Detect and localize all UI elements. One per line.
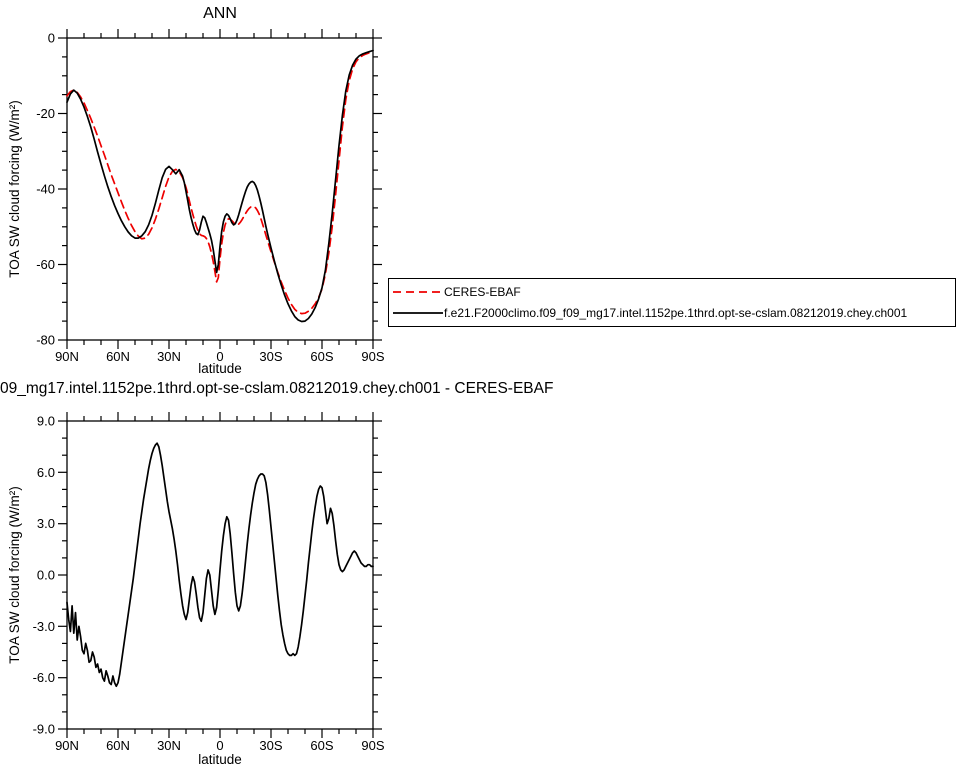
svg-text:-3.0: -3.0 [33, 619, 55, 634]
svg-text:30N: 30N [157, 349, 181, 364]
svg-text:90S: 90S [361, 738, 384, 753]
svg-text:90N: 90N [55, 349, 79, 364]
svg-text:-40: -40 [36, 182, 55, 197]
svg-text:6.0: 6.0 [37, 465, 55, 480]
top-chart-title: ANN [203, 5, 237, 22]
svg-text:-9.0: -9.0 [33, 722, 55, 737]
svg-text:-20: -20 [36, 106, 55, 121]
svg-text:30S: 30S [259, 738, 282, 753]
top-x-axis-label: latitude [198, 361, 242, 376]
bottom-y-axis-label: TOA SW cloud forcing (W/m²) [7, 486, 22, 664]
legend-entry-model-run: f.e21.F2000climo.f09_f09_mg17.intel.1152… [393, 306, 955, 320]
legend-line-sample-dashed-icon [393, 291, 443, 294]
top-y-axis-label: TOA SW cloud forcing (W/m²) [7, 100, 22, 278]
bottom-x-axis-label: latitude [198, 752, 242, 767]
svg-text:9.0: 9.0 [37, 414, 55, 429]
bottom-chart-title: 09_mg17.intel.1152pe.1thrd.opt-se-cslam.… [0, 380, 554, 397]
legend: CERES-EBAF f.e21.F2000climo.f09_f09_mg17… [388, 278, 956, 327]
svg-text:-6.0: -6.0 [33, 670, 55, 685]
svg-text:60N: 60N [106, 738, 130, 753]
toa-swcf-diff-plot: 90N 60N 30N 0 30S 60S 90S 9.0 6.0 3.0 0.0 -3.0 -6.0 -… [33, 412, 385, 753]
legend-line-sample-solid-icon [393, 311, 443, 314]
svg-text:30N: 30N [157, 738, 181, 753]
legend-entry-ceres-ebaf: CERES-EBAF [393, 285, 955, 299]
svg-text:0: 0 [48, 31, 55, 46]
toa-swcf-ann-plot: 90N 60N 30N 0 30S 60S 90S 0 -20 -40 -60 -80 [36, 29, 385, 364]
svg-text:3.0: 3.0 [37, 516, 55, 531]
svg-text:0: 0 [216, 738, 223, 753]
svg-text:90N: 90N [55, 738, 79, 753]
svg-text:60S: 60S [310, 349, 333, 364]
svg-text:-80: -80 [36, 333, 55, 348]
svg-text:-60: -60 [36, 257, 55, 272]
svg-text:0.0: 0.0 [37, 568, 55, 583]
legend-label-model-run: f.e21.F2000climo.f09_f09_mg17.intel.1152… [444, 305, 908, 320]
svg-text:90S: 90S [361, 349, 384, 364]
legend-label-ceres-ebaf: CERES-EBAF [444, 285, 521, 300]
svg-text:60S: 60S [310, 738, 333, 753]
svg-text:0: 0 [216, 349, 223, 364]
svg-text:60N: 60N [106, 349, 130, 364]
svg-text:30S: 30S [259, 349, 282, 364]
